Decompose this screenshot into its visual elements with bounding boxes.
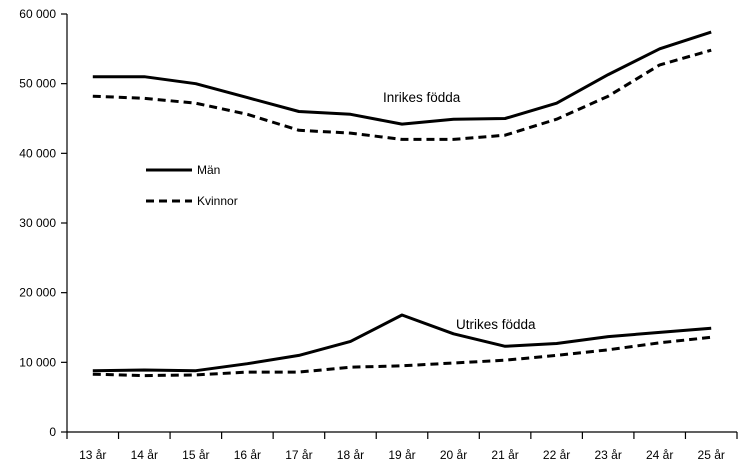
legend-label-kvinnor: Kvinnor xyxy=(197,194,238,208)
series-lines xyxy=(92,30,712,378)
y-tick-label: 0 xyxy=(49,425,56,439)
x-tick-label: 13 år xyxy=(79,448,106,462)
legend-label-man: Män xyxy=(197,163,220,177)
x-tick-label: 20 år xyxy=(440,448,467,462)
x-tick-label: 17 år xyxy=(285,448,312,462)
y-tick-label: 10 000 xyxy=(19,355,56,369)
annotation-inrikes-fodda: Inrikes födda xyxy=(383,90,461,105)
y-tick-label: 50 000 xyxy=(19,77,56,91)
x-tick-label: 24 år xyxy=(646,448,673,462)
x-tick-label: 21 år xyxy=(491,448,518,462)
annotation-utrikes-fodda: Utrikes födda xyxy=(456,317,536,332)
x-tick-label: 23 år xyxy=(594,448,621,462)
y-tick-label: 40 000 xyxy=(19,146,56,160)
series-line-man-utrikes xyxy=(92,313,712,373)
series-line-kvinnor-inrikes xyxy=(92,48,712,141)
x-tick-label: 19 år xyxy=(388,448,415,462)
x-axis: 13 år 14 år 15 år 16 år 17 år 18 år 19 år 20 år… xyxy=(66,431,738,462)
y-tick-label: 60 000 xyxy=(19,7,56,21)
y-axis: 0 10 000 20 000 30 000 40 000 50 000 60 000 xyxy=(19,7,68,439)
y-tick-label: 30 000 xyxy=(19,216,56,230)
legend: Män Kvinnor xyxy=(146,163,238,208)
x-tick-label: 25 år xyxy=(698,448,725,462)
x-tick-label: 15 år xyxy=(182,448,209,462)
series-line-man-inrikes xyxy=(92,30,712,126)
x-tick-label: 18 år xyxy=(337,448,364,462)
y-tick-label: 20 000 xyxy=(19,286,56,300)
x-tick-label: 22 år xyxy=(543,448,570,462)
x-tick-label: 16 år xyxy=(234,448,261,462)
x-tick-label: 14 år xyxy=(131,448,158,462)
